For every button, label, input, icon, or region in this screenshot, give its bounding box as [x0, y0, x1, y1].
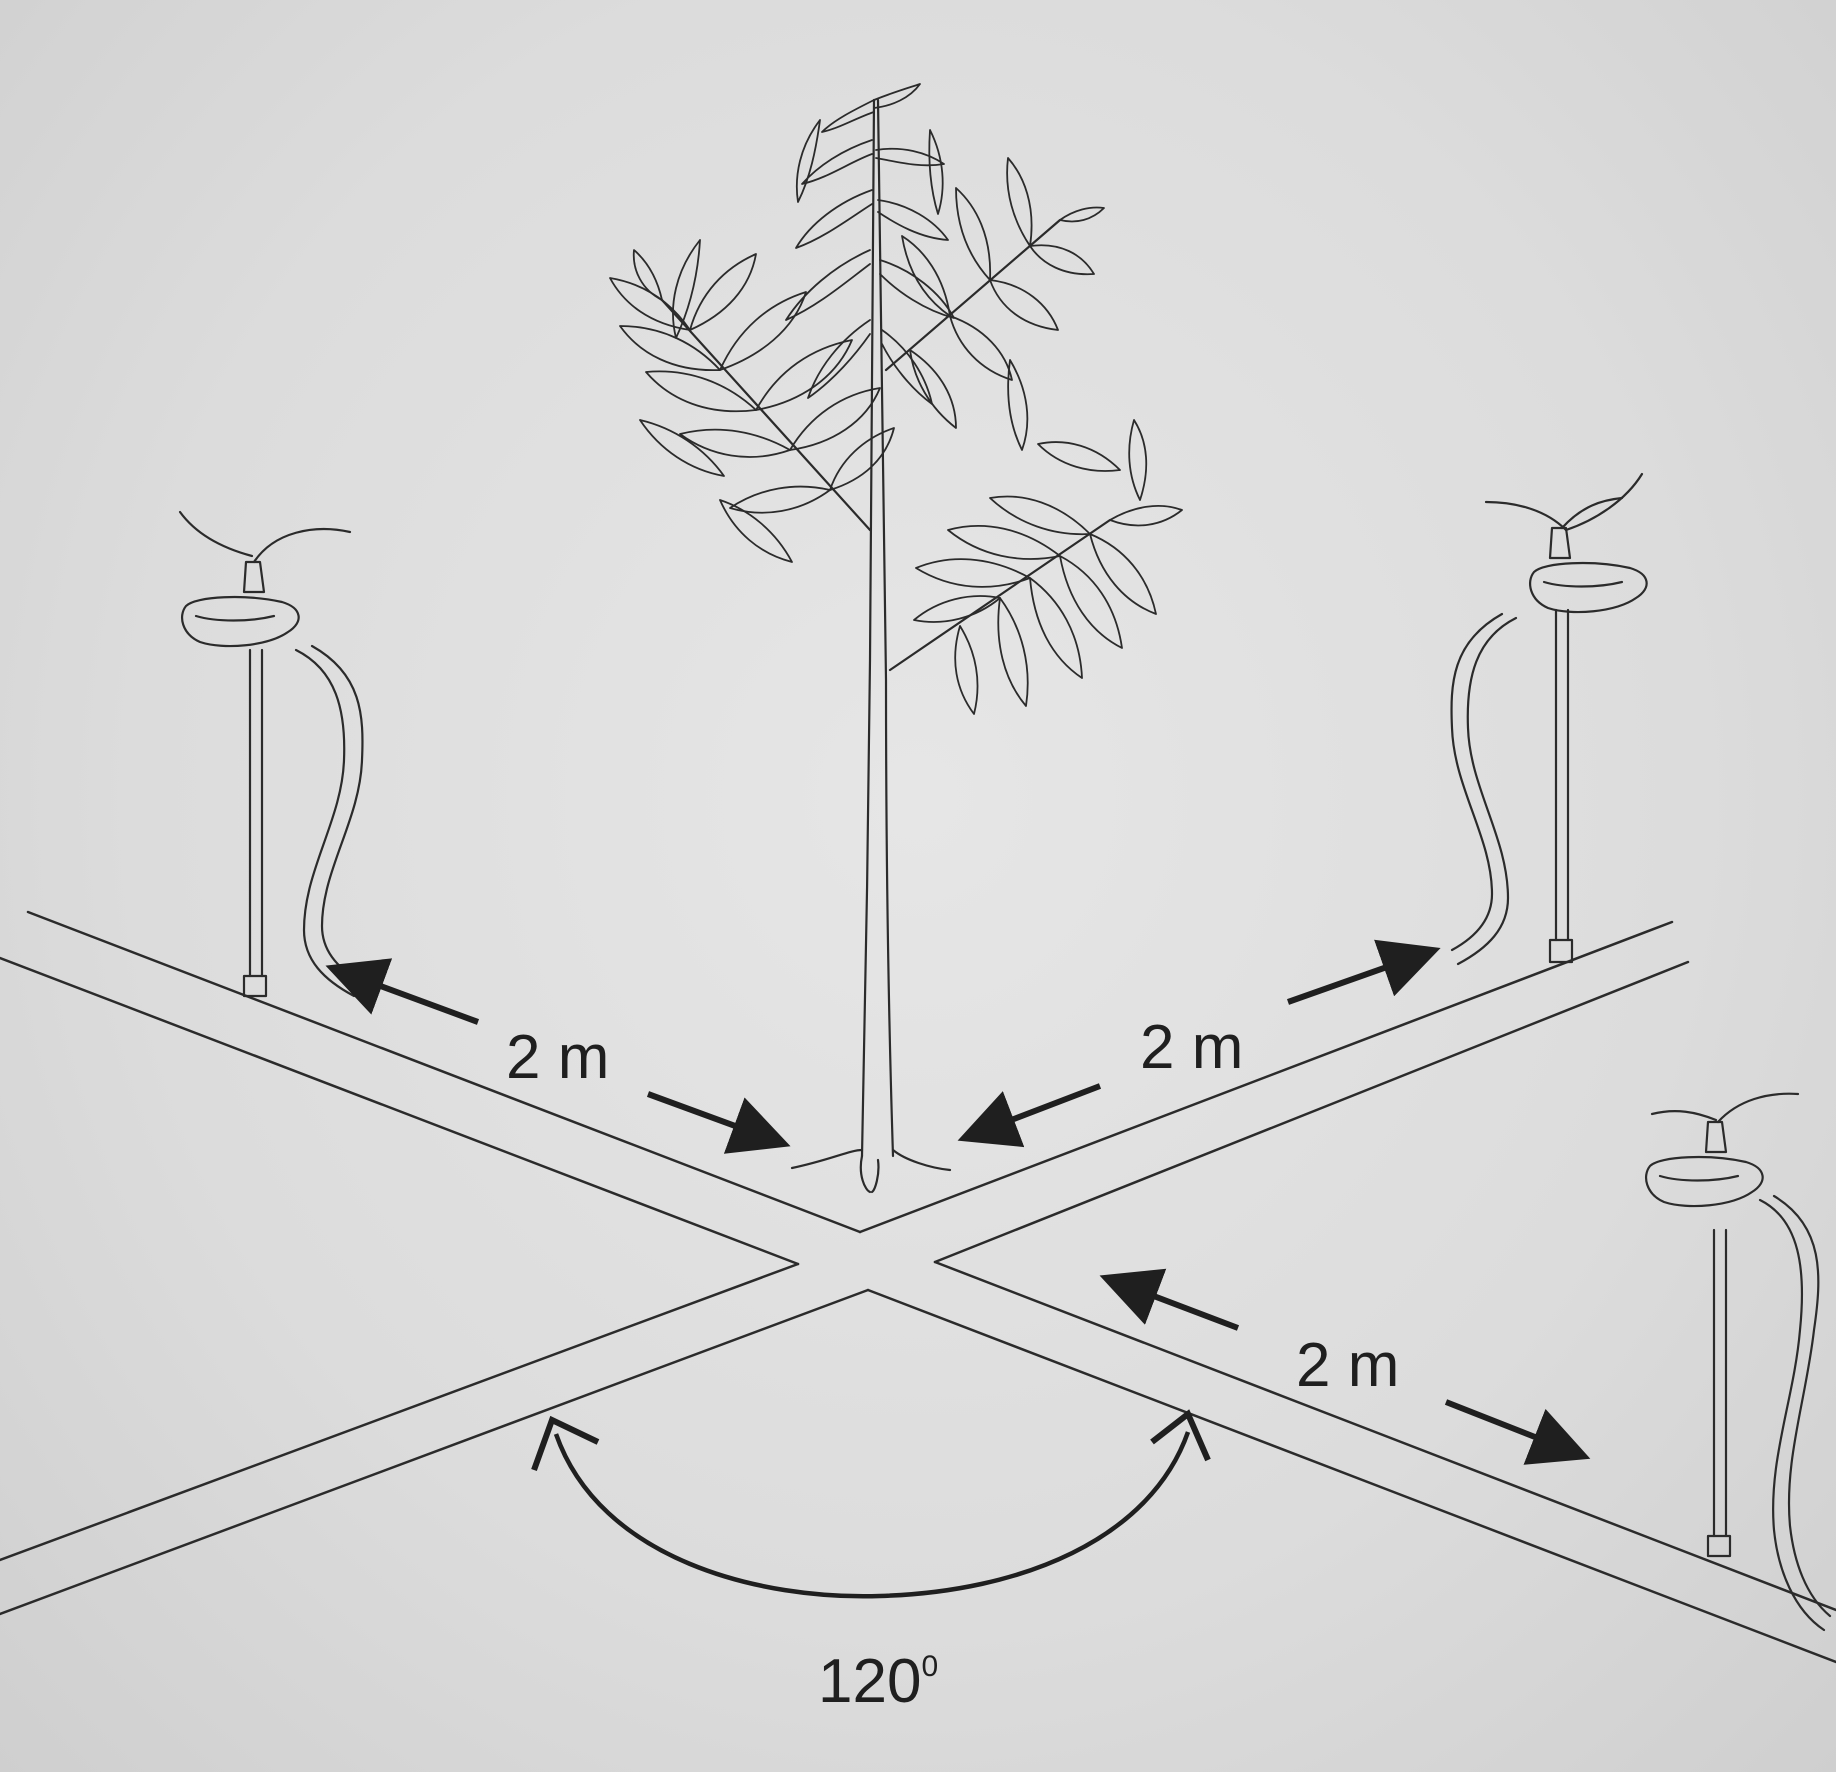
arrow-lower-to-sprinkler [1444, 1399, 1591, 1465]
tree-trunk [860, 98, 895, 1158]
sprinkler-head [1529, 562, 1648, 614]
leaves-right-lower [913, 419, 1183, 715]
branch-left [660, 298, 872, 532]
sprinkler-hose [1758, 1194, 1832, 1632]
sprinkler-right-top [1450, 472, 1648, 966]
sprinkler-hose [294, 644, 364, 998]
sprinkler-right-bottom [1645, 1092, 1832, 1632]
pipe-band-ascending [0, 920, 1690, 1616]
angle-arc [553, 1431, 1191, 1599]
sprinkler-hose [1450, 612, 1518, 966]
sprinkler-head [181, 596, 300, 648]
distance-label-top-left: 2 m [506, 1023, 609, 1092]
arrow-right-to-tree [957, 1083, 1102, 1148]
angle-label: 1200 [818, 1647, 938, 1716]
leaves-top [785, 83, 955, 405]
branch-right-lower [888, 518, 1112, 672]
arrow-left-to-sprinkler [325, 958, 480, 1025]
angle-indicator [531, 1409, 1211, 1599]
pipe-band-descending [0, 910, 1836, 1664]
tree-roots [790, 1148, 952, 1194]
sprinkler-foot [242, 974, 268, 998]
sprinkler-foot [1548, 938, 1574, 964]
sprinkler-left [178, 510, 364, 998]
distance-label-bottom-right: 2 m [1296, 1331, 1399, 1400]
tree [609, 83, 1183, 1194]
distance-label-top-right: 2 m [1140, 1013, 1243, 1082]
leaves-left [609, 239, 895, 563]
sprinkler-foot [1706, 1534, 1732, 1558]
sprinkler-head [1645, 1156, 1764, 1208]
angle-arrow-right [1150, 1409, 1211, 1462]
arrow-lower-to-crossing [1099, 1268, 1240, 1331]
angle-arrow-left [531, 1415, 600, 1472]
arrow-right-to-sprinkler [1286, 939, 1441, 1005]
arrow-left-to-tree [646, 1091, 791, 1154]
leaves-right-upper [901, 157, 1105, 451]
angle-degree-mark: 0 [921, 1650, 938, 1683]
distance-arrows [325, 939, 1591, 1465]
angle-value: 120 [818, 1647, 921, 1716]
